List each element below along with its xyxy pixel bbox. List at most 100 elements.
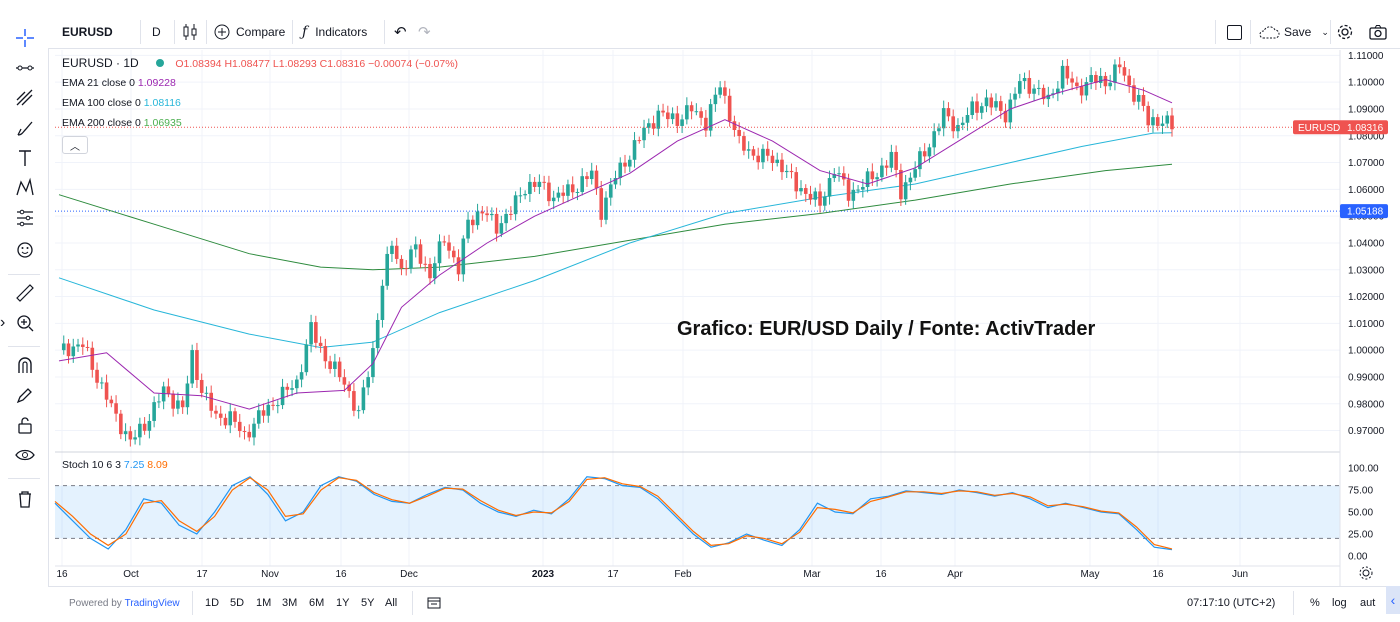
- collapse-legend-button[interactable]: ︿: [62, 136, 88, 154]
- eye-icon[interactable]: [14, 444, 36, 466]
- candle-body: [1094, 75, 1098, 83]
- fullscreen-icon[interactable]: [1227, 25, 1242, 40]
- toolbar-divider: [1293, 591, 1294, 615]
- emoji-icon[interactable]: [14, 239, 36, 261]
- ema200-label: EMA 200 close 0: [62, 117, 141, 129]
- save-label: Save: [1284, 25, 1312, 39]
- candle-body: [404, 268, 409, 270]
- candle-body: [323, 346, 328, 362]
- candle-body: [494, 213, 499, 234]
- candle-body: [100, 382, 104, 384]
- prediction-tool-icon[interactable]: [14, 207, 36, 229]
- interval-button[interactable]: D: [152, 25, 161, 39]
- compare-button[interactable]: Compare: [214, 16, 285, 48]
- time-tick-label: Oct: [123, 569, 139, 580]
- candle-body: [751, 149, 756, 156]
- level-badge: 1.05188: [1340, 204, 1388, 219]
- candles-style-icon[interactable]: [182, 23, 198, 41]
- goto-date-icon[interactable]: [426, 595, 442, 611]
- candle-body: [271, 404, 275, 406]
- range-all[interactable]: All: [385, 597, 398, 609]
- candle-body: [1127, 75, 1131, 86]
- toolbar-divider: [8, 346, 40, 347]
- legend-stoch[interactable]: Stoch 10 6 3 7.25 8.09: [62, 459, 168, 471]
- stoch-axis[interactable]: 100.00 75.00 50.00 25.00 0.00: [1348, 464, 1379, 563]
- price-badge-label: EURUSD: [1298, 123, 1340, 134]
- candle-body: [1022, 77, 1027, 82]
- candle-body: [428, 263, 432, 279]
- powered-by[interactable]: Powered by TradingView: [69, 587, 180, 619]
- candle-body: [1151, 117, 1155, 126]
- candle-body: [333, 361, 337, 369]
- legend-ticker[interactable]: EURUSD · 1D: [62, 56, 139, 70]
- candle-body: [908, 177, 913, 183]
- range-1d[interactable]: 1D: [205, 597, 220, 609]
- candle-body: [85, 346, 90, 348]
- candle-body: [242, 431, 247, 433]
- candle-body: [780, 159, 784, 173]
- level-badge-bg: [1340, 204, 1388, 219]
- range-1y[interactable]: 1Y: [336, 597, 350, 609]
- brand-link[interactable]: TradingView: [124, 597, 180, 609]
- time-axis[interactable]: 16 Oct 17 Nov 16 Dec 2023 17 Feb Mar 16 Apr May 16 Jun: [55, 565, 1340, 580]
- trend-line-icon[interactable]: [14, 57, 36, 79]
- auto-toggle[interactable]: aut: [1360, 597, 1376, 609]
- price-badge: EURUSD 1.08316: [1293, 120, 1388, 135]
- lock-icon[interactable]: [14, 414, 36, 436]
- legend-ema100[interactable]: EMA 100 close 0 1.08116: [62, 97, 181, 109]
- text-tool-icon[interactable]: [14, 147, 36, 169]
- candle-body: [256, 410, 261, 424]
- price-tick-label: 1.02000: [1348, 292, 1385, 303]
- redo-icon[interactable]: ↷: [418, 24, 431, 41]
- range-3m[interactable]: 3M: [282, 597, 298, 609]
- candle-body: [799, 188, 803, 192]
- candle-body: [157, 401, 161, 403]
- candle-body: [490, 213, 494, 216]
- candle-body: [827, 178, 832, 197]
- candle-body: [989, 97, 994, 108]
- settings-gear-icon[interactable]: [1336, 23, 1354, 41]
- candle-body: [1160, 123, 1165, 126]
- save-button[interactable]: Save ⌄: [1258, 16, 1329, 48]
- chart-caption: Grafico: EUR/USD Daily / Fonte: ActivTra…: [677, 318, 1096, 340]
- range-1m[interactable]: 1M: [256, 597, 272, 609]
- camera-icon[interactable]: [1368, 23, 1388, 41]
- percent-toggle[interactable]: %: [1310, 597, 1320, 609]
- clock-timezone[interactable]: 07:17:10 (UTC+2): [1187, 597, 1276, 609]
- fib-tool-icon[interactable]: [14, 87, 36, 109]
- candle-body: [128, 431, 133, 440]
- pencil-lock-icon[interactable]: [14, 384, 36, 406]
- legend-ema200[interactable]: EMA 200 close 0 1.06935: [62, 117, 182, 129]
- time-tick-label: Jun: [1232, 569, 1248, 580]
- range-5y[interactable]: 5Y: [361, 597, 375, 609]
- brush-icon[interactable]: [14, 117, 36, 139]
- crosshair-icon[interactable]: [14, 27, 36, 49]
- zoom-in-icon[interactable]: [14, 312, 36, 334]
- toolbar-divider: [1250, 20, 1251, 44]
- undo-icon[interactable]: ↶: [394, 24, 407, 41]
- expand-panel-icon[interactable]: ›: [0, 314, 6, 331]
- candle-body: [856, 189, 860, 191]
- candle-body: [970, 101, 975, 116]
- log-toggle[interactable]: log: [1332, 597, 1347, 609]
- candle-body: [875, 177, 879, 180]
- range-6m[interactable]: 6M: [309, 597, 325, 609]
- range-5d[interactable]: 5D: [230, 597, 245, 609]
- symbol-search[interactable]: EURUSD: [62, 25, 113, 39]
- stoch-tick-label: 75.00: [1348, 486, 1373, 497]
- candle-body: [661, 110, 665, 113]
- axis-settings-icon[interactable]: [1359, 566, 1373, 580]
- magnet-icon[interactable]: [14, 354, 36, 376]
- candle-body: [670, 113, 675, 120]
- trash-icon[interactable]: [14, 488, 36, 510]
- indicators-button[interactable]: ƒ Indicators: [302, 16, 367, 48]
- ruler-icon[interactable]: [14, 282, 36, 304]
- candle-body: [409, 249, 413, 269]
- toolbar-divider: [140, 20, 141, 44]
- pattern-tool-icon[interactable]: [14, 177, 36, 199]
- legend-ema21[interactable]: EMA 21 close 0 1.09228: [62, 77, 176, 89]
- chevron-left-icon[interactable]: ‹: [1386, 586, 1400, 614]
- plus-circle-icon: [214, 24, 230, 40]
- candle-body: [1089, 75, 1093, 83]
